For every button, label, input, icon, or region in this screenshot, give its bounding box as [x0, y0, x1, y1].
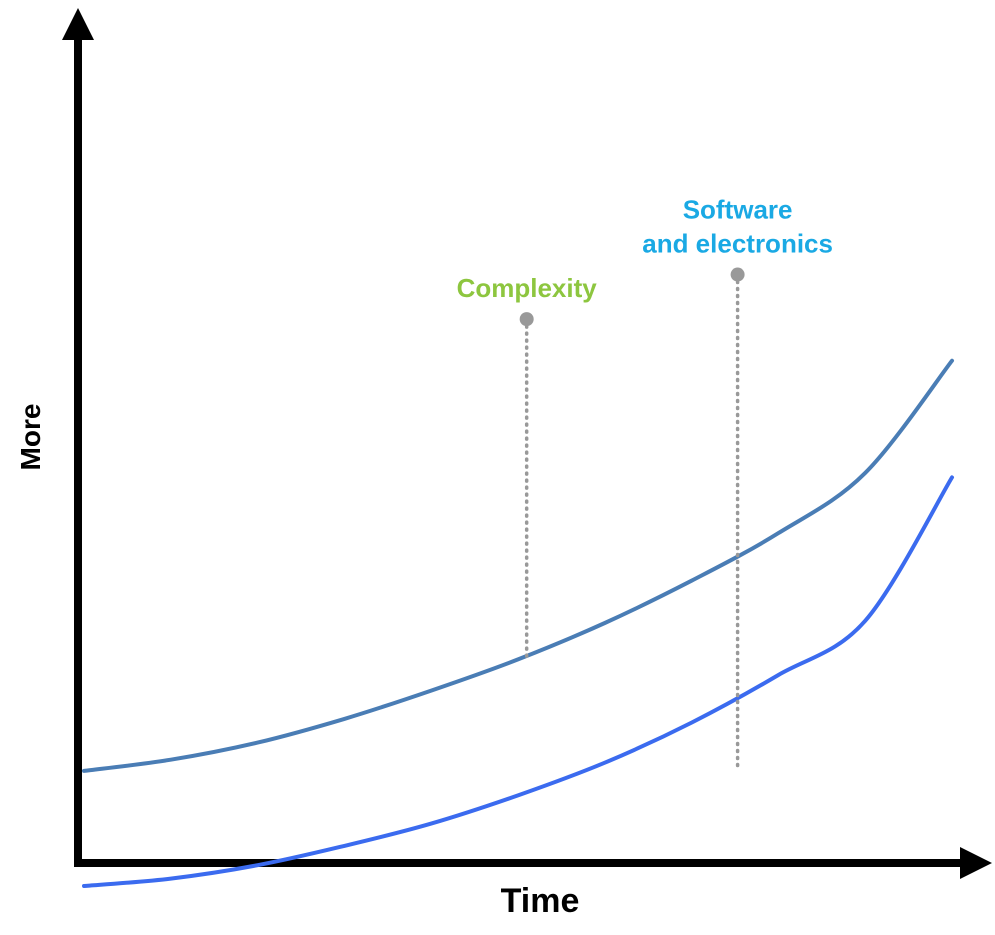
- annotation-label-1-line-1: Complexity: [457, 273, 598, 303]
- series-layer: [82, 358, 954, 888]
- axes: [62, 8, 992, 879]
- annotation-layer: Complexity Software and electronics: [457, 195, 833, 772]
- annotation-dot-2: [730, 267, 745, 282]
- annotation-label-1: Complexity: [457, 273, 598, 303]
- annotation-label-2-line-2: and electronics: [642, 229, 833, 259]
- y-axis-arrowhead: [62, 8, 94, 40]
- x-axis-label: Time: [501, 882, 580, 920]
- series-line-2: [82, 475, 954, 888]
- series-line-1: [82, 358, 954, 773]
- x-axis-arrowhead: [960, 847, 992, 879]
- y-axis-label: More: [15, 404, 46, 471]
- annotation-dot-1: [519, 312, 534, 327]
- annotation-label-2: Software and electronics: [642, 195, 833, 259]
- annotation-label-2-line-1: Software: [683, 195, 793, 225]
